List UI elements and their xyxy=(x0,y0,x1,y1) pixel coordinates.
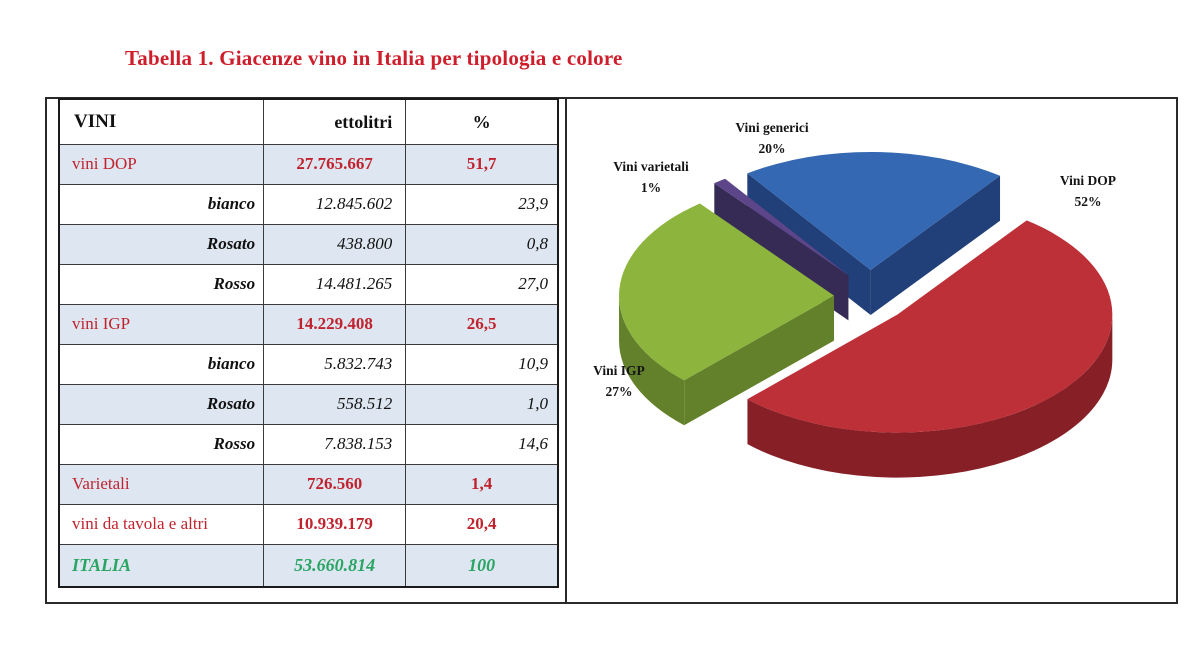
pie-slice-vini-dop xyxy=(747,220,1113,478)
row-pct-cell: 26,5 xyxy=(405,303,559,345)
row-label-cell: Rosso xyxy=(58,423,265,465)
row-pct-cell: 0,8 xyxy=(405,223,559,265)
figure-box: VINI ettolitri % vini DOP 27.765.667 51,7 b… xyxy=(45,97,1178,604)
table-row: ITALIA 53.660.814 100 xyxy=(58,543,559,588)
row-label-cell: bianco xyxy=(58,183,265,225)
header-vini: VINI xyxy=(58,98,265,145)
table-row: bianco 12.845.602 23,9 xyxy=(58,183,559,225)
pie-label-percent: 1% xyxy=(641,180,661,195)
row-ettolitri-cell: 438.800 xyxy=(263,223,407,265)
pie-label-name: Vini generici xyxy=(735,120,809,135)
pie-slice-top xyxy=(619,203,835,381)
wine-table: VINI ettolitri % vini DOP 27.765.667 51,7 b… xyxy=(58,98,559,588)
table-row: vini IGP 14.229.408 26,5 xyxy=(58,303,559,345)
row-label-cell: Rosato xyxy=(58,383,265,425)
row-label-cell: Rosso xyxy=(58,263,265,305)
pie-label-name: Vini varietali xyxy=(613,159,689,174)
table-row: Rosso 7.838.153 14,6 xyxy=(58,423,559,465)
pie-slice-side-wall xyxy=(870,175,1001,316)
pie-label-name: Vini DOP xyxy=(1060,173,1116,188)
table-row: bianco 5.832.743 10,9 xyxy=(58,343,559,385)
pie-label-name: Vini IGP xyxy=(593,363,645,378)
table-title: Tabella 1. Giacenze vino in Italia per t… xyxy=(125,46,623,70)
pie-slice-top xyxy=(747,152,1001,271)
row-ettolitri-cell: 12.845.602 xyxy=(263,183,407,225)
table-row: Rosato 558.512 1,0 xyxy=(58,383,559,425)
row-ettolitri-cell: 53.660.814 xyxy=(263,543,407,588)
header-ettolitri: ettolitri xyxy=(263,98,407,145)
row-pct-cell: 23,9 xyxy=(405,183,559,225)
row-pct-cell: 1,4 xyxy=(405,463,559,505)
row-ettolitri-cell: 27.765.667 xyxy=(263,144,407,185)
row-pct-cell: 14,6 xyxy=(405,423,559,465)
pie-slice-vini-igp xyxy=(619,203,835,426)
row-label-cell: bianco xyxy=(58,343,265,385)
row-label-cell: Rosato xyxy=(58,223,265,265)
pie-label-percent: 27% xyxy=(606,384,633,399)
row-label-cell: vini DOP xyxy=(58,144,265,185)
row-ettolitri-cell: 14.229.408 xyxy=(263,303,407,345)
row-ettolitri-cell: 558.512 xyxy=(263,383,407,425)
row-ettolitri-cell: 7.838.153 xyxy=(263,423,407,465)
wine-table-body: vini DOP 27.765.667 51,7 bianco 12.845.602 23… xyxy=(58,144,559,588)
row-pct-cell: 51,7 xyxy=(405,144,559,185)
row-pct-cell: 20,4 xyxy=(405,503,559,545)
pie-chart-svg: Vini generici 20% Vini DOP 52% Vini IGP 27% Vi… xyxy=(593,120,1116,478)
pie-label-percent: 20% xyxy=(759,141,786,156)
row-ettolitri-cell: 5.832.743 xyxy=(263,343,407,385)
pie-slice-top xyxy=(747,220,1113,433)
row-label-cell: ITALIA xyxy=(58,543,265,588)
pie-slice-arc-wall xyxy=(619,295,685,426)
row-pct-cell: 10,9 xyxy=(405,343,559,385)
row-label-cell: Varietali xyxy=(58,463,265,505)
header-percent: % xyxy=(405,98,559,145)
pie-slice-side-wall xyxy=(684,295,835,426)
table-row: vini DOP 27.765.667 51,7 xyxy=(58,144,559,185)
chart-pane: Vini generici 20% Vini DOP 52% Vini IGP 27% Vi… xyxy=(567,99,1176,602)
row-ettolitri-cell: 10.939.179 xyxy=(263,503,407,545)
row-label-cell: vini da tavola e altri xyxy=(58,503,265,545)
table-row: Rosso 14.481.265 27,0 xyxy=(58,263,559,305)
row-label-cell: vini IGP xyxy=(58,303,265,345)
row-pct-cell: 27,0 xyxy=(405,263,559,305)
row-ettolitri-cell: 726.560 xyxy=(263,463,407,505)
table-row: Varietali 726.560 1,4 xyxy=(58,463,559,505)
row-pct-cell: 1,0 xyxy=(405,383,559,425)
pie-slice-arc-wall xyxy=(747,314,1113,478)
table-row: Rosato 438.800 0,8 xyxy=(58,223,559,265)
table-pane: VINI ettolitri % vini DOP 27.765.667 51,7 b… xyxy=(47,98,567,602)
table-header-row: VINI ettolitri % xyxy=(58,98,559,145)
pie-slice-top xyxy=(714,178,849,276)
pie-label-percent: 52% xyxy=(1075,194,1102,209)
row-pct-cell: 100 xyxy=(405,543,559,588)
row-ettolitri-cell: 14.481.265 xyxy=(263,263,407,305)
table-row: vini da tavola e altri 10.939.179 20,4 xyxy=(58,503,559,545)
